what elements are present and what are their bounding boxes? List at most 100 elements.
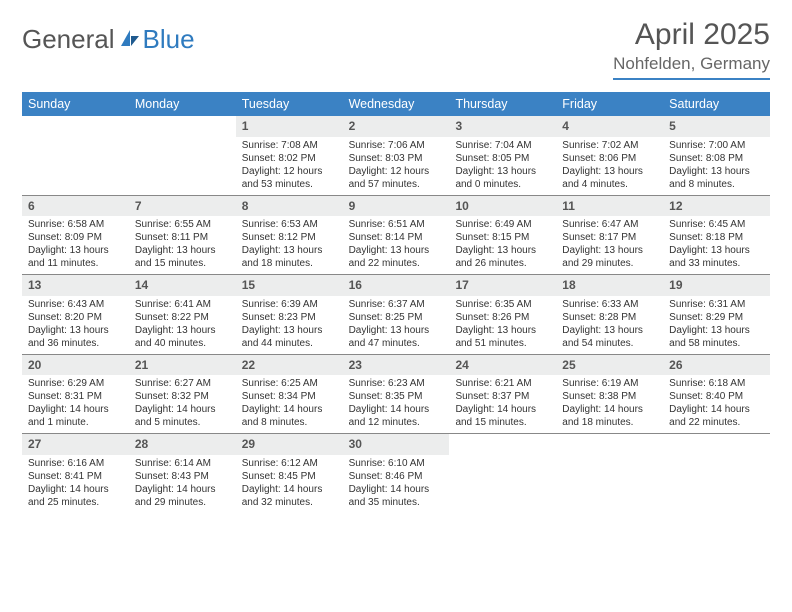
day-detail: Sunrise: 6:37 AMSunset: 8:25 PMDaylight:…	[343, 296, 450, 354]
sunrise-line: Sunrise: 7:08 AM	[242, 139, 337, 152]
sunrise-line: Sunrise: 6:39 AM	[242, 298, 337, 311]
calendar-cell: 22Sunrise: 6:25 AMSunset: 8:34 PMDayligh…	[236, 355, 343, 434]
sunset-line: Sunset: 8:05 PM	[455, 152, 550, 165]
dow-label: Tuesday	[236, 92, 343, 116]
daylight-line: Daylight: 13 hours and 54 minutes.	[562, 324, 657, 350]
day-detail: Sunrise: 6:49 AMSunset: 8:15 PMDaylight:…	[449, 216, 556, 274]
day-detail: Sunrise: 7:08 AMSunset: 8:02 PMDaylight:…	[236, 137, 343, 195]
daylight-line: Daylight: 14 hours and 32 minutes.	[242, 483, 337, 509]
calendar-cell: 25Sunrise: 6:19 AMSunset: 8:38 PMDayligh…	[556, 355, 663, 434]
day-number: 8	[236, 196, 343, 217]
calendar-cell	[449, 434, 556, 513]
daylight-line: Daylight: 14 hours and 18 minutes.	[562, 403, 657, 429]
sunset-line: Sunset: 8:40 PM	[669, 390, 764, 403]
calendar-cell: 23Sunrise: 6:23 AMSunset: 8:35 PMDayligh…	[343, 355, 450, 434]
sunrise-line: Sunrise: 6:31 AM	[669, 298, 764, 311]
calendar-cell: 18Sunrise: 6:33 AMSunset: 8:28 PMDayligh…	[556, 275, 663, 354]
calendar-week: 20Sunrise: 6:29 AMSunset: 8:31 PMDayligh…	[22, 354, 770, 434]
sunrise-line: Sunrise: 6:19 AM	[562, 377, 657, 390]
daylight-line: Daylight: 14 hours and 12 minutes.	[349, 403, 444, 429]
daylight-line: Daylight: 13 hours and 33 minutes.	[669, 244, 764, 270]
sunrise-line: Sunrise: 6:25 AM	[242, 377, 337, 390]
day-detail: Sunrise: 6:41 AMSunset: 8:22 PMDaylight:…	[129, 296, 236, 354]
calendar-cell: 13Sunrise: 6:43 AMSunset: 8:20 PMDayligh…	[22, 275, 129, 354]
calendar-cell: 7Sunrise: 6:55 AMSunset: 8:11 PMDaylight…	[129, 196, 236, 275]
brand-logo: GeneralBlue	[22, 18, 195, 55]
day-detail: Sunrise: 6:10 AMSunset: 8:46 PMDaylight:…	[343, 455, 450, 513]
day-number	[663, 434, 770, 452]
day-number: 12	[663, 196, 770, 217]
daylight-line: Daylight: 13 hours and 26 minutes.	[455, 244, 550, 270]
daylight-line: Daylight: 13 hours and 36 minutes.	[28, 324, 123, 350]
daylight-line: Daylight: 13 hours and 29 minutes.	[562, 244, 657, 270]
calendar-cell: 11Sunrise: 6:47 AMSunset: 8:17 PMDayligh…	[556, 196, 663, 275]
brand-sail-icon	[119, 24, 141, 55]
sunset-line: Sunset: 8:43 PM	[135, 470, 230, 483]
sunrise-line: Sunrise: 6:12 AM	[242, 457, 337, 470]
sunset-line: Sunset: 8:25 PM	[349, 311, 444, 324]
sunrise-line: Sunrise: 6:37 AM	[349, 298, 444, 311]
sunrise-line: Sunrise: 6:35 AM	[455, 298, 550, 311]
daylight-line: Daylight: 13 hours and 18 minutes.	[242, 244, 337, 270]
calendar-cell: 29Sunrise: 6:12 AMSunset: 8:45 PMDayligh…	[236, 434, 343, 513]
daylight-line: Daylight: 14 hours and 22 minutes.	[669, 403, 764, 429]
sunset-line: Sunset: 8:46 PM	[349, 470, 444, 483]
day-number: 1	[236, 116, 343, 137]
sunset-line: Sunset: 8:34 PM	[242, 390, 337, 403]
dow-label: Monday	[129, 92, 236, 116]
sunset-line: Sunset: 8:31 PM	[28, 390, 123, 403]
daylight-line: Daylight: 13 hours and 22 minutes.	[349, 244, 444, 270]
sunset-line: Sunset: 8:32 PM	[135, 390, 230, 403]
day-number: 30	[343, 434, 450, 455]
sunrise-line: Sunrise: 6:53 AM	[242, 218, 337, 231]
sunrise-line: Sunrise: 6:21 AM	[455, 377, 550, 390]
calendar-cell: 19Sunrise: 6:31 AMSunset: 8:29 PMDayligh…	[663, 275, 770, 354]
day-detail: Sunrise: 6:35 AMSunset: 8:26 PMDaylight:…	[449, 296, 556, 354]
daylight-line: Daylight: 14 hours and 1 minute.	[28, 403, 123, 429]
sunset-line: Sunset: 8:22 PM	[135, 311, 230, 324]
sunrise-line: Sunrise: 7:04 AM	[455, 139, 550, 152]
day-detail: Sunrise: 6:33 AMSunset: 8:28 PMDaylight:…	[556, 296, 663, 354]
sunrise-line: Sunrise: 7:02 AM	[562, 139, 657, 152]
sunrise-line: Sunrise: 6:45 AM	[669, 218, 764, 231]
calendar-week: 27Sunrise: 6:16 AMSunset: 8:41 PMDayligh…	[22, 433, 770, 513]
sunset-line: Sunset: 8:20 PM	[28, 311, 123, 324]
calendar-cell	[129, 116, 236, 195]
sunrise-line: Sunrise: 6:47 AM	[562, 218, 657, 231]
sunset-line: Sunset: 8:11 PM	[135, 231, 230, 244]
day-number: 21	[129, 355, 236, 376]
sunrise-line: Sunrise: 6:51 AM	[349, 218, 444, 231]
calendar-cell: 20Sunrise: 6:29 AMSunset: 8:31 PMDayligh…	[22, 355, 129, 434]
daylight-line: Daylight: 12 hours and 57 minutes.	[349, 165, 444, 191]
day-number: 13	[22, 275, 129, 296]
dow-label: Sunday	[22, 92, 129, 116]
calendar-cell: 3Sunrise: 7:04 AMSunset: 8:05 PMDaylight…	[449, 116, 556, 195]
calendar-cell: 17Sunrise: 6:35 AMSunset: 8:26 PMDayligh…	[449, 275, 556, 354]
daylight-line: Daylight: 14 hours and 8 minutes.	[242, 403, 337, 429]
day-number: 17	[449, 275, 556, 296]
sunset-line: Sunset: 8:29 PM	[669, 311, 764, 324]
day-number: 28	[129, 434, 236, 455]
sunset-line: Sunset: 8:45 PM	[242, 470, 337, 483]
sunrise-line: Sunrise: 6:18 AM	[669, 377, 764, 390]
sunrise-line: Sunrise: 6:16 AM	[28, 457, 123, 470]
calendar-cell: 15Sunrise: 6:39 AMSunset: 8:23 PMDayligh…	[236, 275, 343, 354]
day-number: 25	[556, 355, 663, 376]
day-detail: Sunrise: 6:25 AMSunset: 8:34 PMDaylight:…	[236, 375, 343, 433]
calendar-cell: 10Sunrise: 6:49 AMSunset: 8:15 PMDayligh…	[449, 196, 556, 275]
daylight-line: Daylight: 14 hours and 35 minutes.	[349, 483, 444, 509]
brand-part2: Blue	[143, 24, 195, 55]
sunrise-line: Sunrise: 6:23 AM	[349, 377, 444, 390]
calendar-cell: 24Sunrise: 6:21 AMSunset: 8:37 PMDayligh…	[449, 355, 556, 434]
daylight-line: Daylight: 13 hours and 44 minutes.	[242, 324, 337, 350]
calendar: SundayMondayTuesdayWednesdayThursdayFrid…	[22, 92, 770, 513]
sunset-line: Sunset: 8:08 PM	[669, 152, 764, 165]
day-number: 10	[449, 196, 556, 217]
day-detail: Sunrise: 6:12 AMSunset: 8:45 PMDaylight:…	[236, 455, 343, 513]
day-number: 6	[22, 196, 129, 217]
calendar-cell: 28Sunrise: 6:14 AMSunset: 8:43 PMDayligh…	[129, 434, 236, 513]
day-detail: Sunrise: 6:18 AMSunset: 8:40 PMDaylight:…	[663, 375, 770, 433]
calendar-cell: 12Sunrise: 6:45 AMSunset: 8:18 PMDayligh…	[663, 196, 770, 275]
calendar-cell	[22, 116, 129, 195]
sunrise-line: Sunrise: 6:29 AM	[28, 377, 123, 390]
